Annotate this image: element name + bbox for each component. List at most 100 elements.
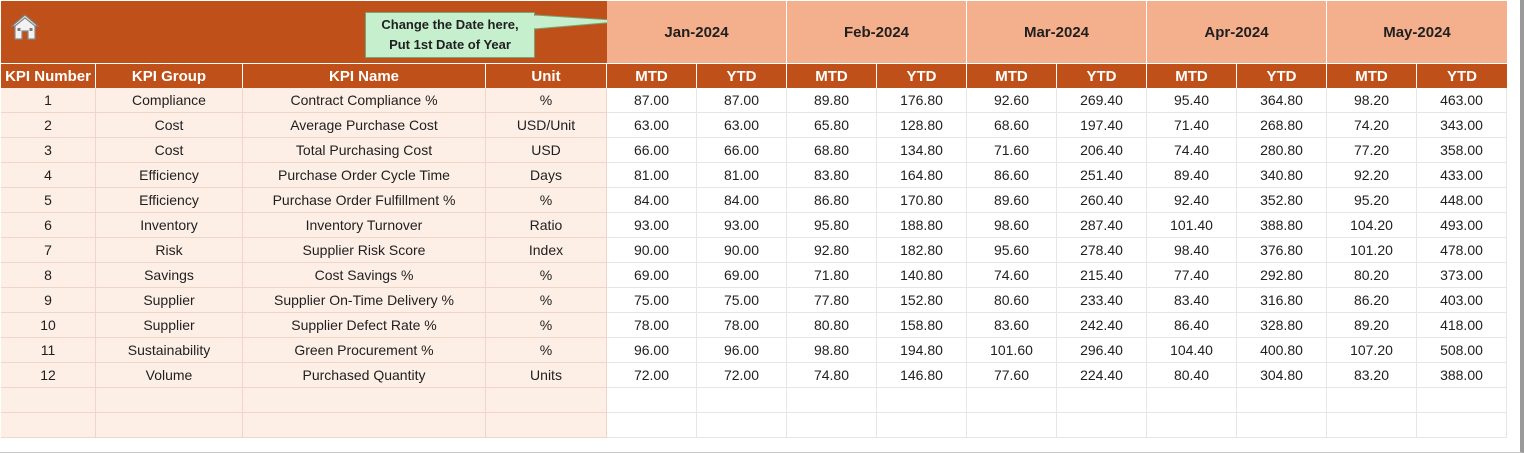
ytd-value-cell[interactable]: 508.00 [1417, 338, 1507, 363]
unit-cell[interactable]: Days [486, 163, 607, 188]
ytd-value-cell[interactable] [877, 413, 967, 438]
unit-cell[interactable]: % [486, 338, 607, 363]
kpi-number-cell[interactable]: 6 [1, 213, 96, 238]
ytd-value-cell[interactable]: 164.80 [877, 163, 967, 188]
kpi-group-cell[interactable]: Risk [96, 238, 243, 263]
kpi-number-cell[interactable]: 12 [1, 363, 96, 388]
kpi-group-cell[interactable]: Supplier [96, 313, 243, 338]
unit-cell[interactable]: % [486, 263, 607, 288]
ytd-value-cell[interactable]: 182.80 [877, 238, 967, 263]
mtd-value-cell[interactable]: 101.40 [1147, 213, 1237, 238]
kpi-name-cell[interactable]: Average Purchase Cost [243, 113, 486, 138]
mtd-value-cell[interactable]: 98.40 [1147, 238, 1237, 263]
kpi-number-cell[interactable]: 1 [1, 88, 96, 113]
ytd-value-cell[interactable]: 224.40 [1057, 363, 1147, 388]
kpi-name-cell[interactable] [243, 388, 486, 413]
unit-cell[interactable]: USD/Unit [486, 113, 607, 138]
ytd-value-cell[interactable]: 233.40 [1057, 288, 1147, 313]
mtd-value-cell[interactable]: 96.00 [607, 338, 697, 363]
mtd-value-cell[interactable]: 89.80 [787, 88, 877, 113]
mtd-value-cell[interactable]: 95.40 [1147, 88, 1237, 113]
ytd-value-cell[interactable]: 388.00 [1417, 363, 1507, 388]
mtd-value-cell[interactable]: 78.00 [607, 313, 697, 338]
ytd-value-cell[interactable] [1057, 388, 1147, 413]
mtd-value-cell[interactable]: 83.80 [787, 163, 877, 188]
ytd-value-cell[interactable] [877, 388, 967, 413]
mtd-value-cell[interactable]: 84.00 [607, 188, 697, 213]
ytd-value-cell[interactable]: 373.00 [1417, 263, 1507, 288]
ytd-value-cell[interactable] [1237, 413, 1327, 438]
mtd-value-cell[interactable] [787, 388, 877, 413]
ytd-value-cell[interactable]: 418.00 [1417, 313, 1507, 338]
ytd-value-cell[interactable]: 84.00 [697, 188, 787, 213]
ytd-value-cell[interactable]: 128.80 [877, 113, 967, 138]
ytd-value-cell[interactable]: 269.40 [1057, 88, 1147, 113]
ytd-value-cell[interactable]: 194.80 [877, 338, 967, 363]
mtd-value-cell[interactable] [1147, 413, 1237, 438]
unit-cell[interactable]: % [486, 188, 607, 213]
ytd-value-cell[interactable]: 478.00 [1417, 238, 1507, 263]
ytd-value-cell[interactable]: 358.00 [1417, 138, 1507, 163]
ytd-value-cell[interactable]: 242.40 [1057, 313, 1147, 338]
unit-cell[interactable]: Units [486, 363, 607, 388]
mtd-value-cell[interactable]: 101.60 [967, 338, 1057, 363]
mtd-value-cell[interactable]: 75.00 [607, 288, 697, 313]
mtd-value-cell[interactable]: 81.00 [607, 163, 697, 188]
ytd-value-cell[interactable]: 352.80 [1237, 188, 1327, 213]
unit-cell[interactable]: Index [486, 238, 607, 263]
mtd-value-cell[interactable]: 77.20 [1327, 138, 1417, 163]
kpi-name-cell[interactable]: Cost Savings % [243, 263, 486, 288]
ytd-value-cell[interactable]: 140.80 [877, 263, 967, 288]
ytd-value-cell[interactable]: 134.80 [877, 138, 967, 163]
kpi-number-cell[interactable]: 9 [1, 288, 96, 313]
home-button[interactable] [9, 11, 41, 43]
ytd-value-cell[interactable]: 152.80 [877, 288, 967, 313]
ytd-value-cell[interactable]: 463.00 [1417, 88, 1507, 113]
mtd-value-cell[interactable]: 86.20 [1327, 288, 1417, 313]
kpi-group-cell[interactable] [96, 388, 243, 413]
kpi-group-cell[interactable]: Efficiency [96, 163, 243, 188]
kpi-number-cell[interactable] [1, 388, 96, 413]
mtd-value-cell[interactable]: 77.60 [967, 363, 1057, 388]
mtd-value-cell[interactable]: 66.00 [607, 138, 697, 163]
mtd-value-cell[interactable]: 86.80 [787, 188, 877, 213]
mtd-value-cell[interactable]: 68.60 [967, 113, 1057, 138]
mtd-value-cell[interactable]: 80.40 [1147, 363, 1237, 388]
ytd-value-cell[interactable]: 206.40 [1057, 138, 1147, 163]
ytd-value-cell[interactable] [1417, 388, 1507, 413]
mtd-value-cell[interactable]: 89.40 [1147, 163, 1237, 188]
mtd-value-cell[interactable]: 92.20 [1327, 163, 1417, 188]
kpi-group-cell[interactable] [96, 413, 243, 438]
kpi-number-cell[interactable]: 5 [1, 188, 96, 213]
ytd-value-cell[interactable]: 176.80 [877, 88, 967, 113]
ytd-value-cell[interactable]: 287.40 [1057, 213, 1147, 238]
ytd-value-cell[interactable]: 448.00 [1417, 188, 1507, 213]
mtd-value-cell[interactable]: 98.80 [787, 338, 877, 363]
kpi-name-cell[interactable]: Contract Compliance % [243, 88, 486, 113]
ytd-value-cell[interactable]: 251.40 [1057, 163, 1147, 188]
mtd-value-cell[interactable]: 98.60 [967, 213, 1057, 238]
mtd-value-cell[interactable]: 71.80 [787, 263, 877, 288]
unit-cell[interactable] [486, 413, 607, 438]
ytd-value-cell[interactable]: 364.80 [1237, 88, 1327, 113]
unit-cell[interactable]: Ratio [486, 213, 607, 238]
mtd-value-cell[interactable]: 72.00 [607, 363, 697, 388]
kpi-group-cell[interactable]: Compliance [96, 88, 243, 113]
ytd-value-cell[interactable]: 328.80 [1237, 313, 1327, 338]
ytd-value-cell[interactable]: 188.80 [877, 213, 967, 238]
mtd-value-cell[interactable]: 93.00 [607, 213, 697, 238]
ytd-value-cell[interactable]: 280.80 [1237, 138, 1327, 163]
mtd-value-cell[interactable] [607, 413, 697, 438]
ytd-value-cell[interactable]: 376.80 [1237, 238, 1327, 263]
mtd-value-cell[interactable]: 77.40 [1147, 263, 1237, 288]
mtd-value-cell[interactable]: 92.80 [787, 238, 877, 263]
ytd-value-cell[interactable]: 90.00 [697, 238, 787, 263]
mtd-value-cell[interactable]: 74.20 [1327, 113, 1417, 138]
ytd-value-cell[interactable]: 66.00 [697, 138, 787, 163]
kpi-group-cell[interactable]: Cost [96, 113, 243, 138]
ytd-value-cell[interactable]: 268.80 [1237, 113, 1327, 138]
ytd-value-cell[interactable] [697, 413, 787, 438]
ytd-value-cell[interactable]: 158.80 [877, 313, 967, 338]
mtd-value-cell[interactable] [787, 413, 877, 438]
ytd-value-cell[interactable]: 493.00 [1417, 213, 1507, 238]
